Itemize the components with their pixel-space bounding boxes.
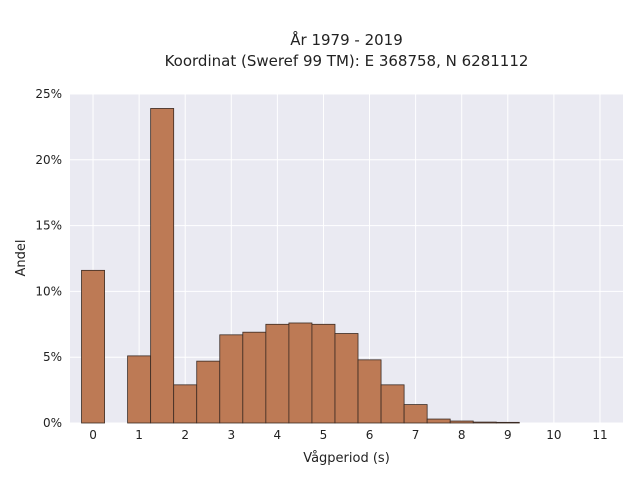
x-tick-label: 9 (504, 428, 512, 442)
bars-group (81, 108, 520, 424)
x-tick-label: 11 (592, 428, 607, 442)
x-tick-label: 1 (135, 428, 143, 442)
histogram-bar (495, 421, 520, 424)
histogram-bar (127, 355, 152, 424)
histogram-bar (150, 108, 175, 424)
x-tick-label: 4 (274, 428, 282, 442)
y-tick-label: 20% (35, 153, 62, 167)
histogram-bar (288, 322, 313, 424)
histogram-bar (242, 331, 267, 424)
histogram-bar (449, 420, 474, 424)
y-tick-label: 15% (35, 219, 62, 233)
histogram-bar (357, 359, 382, 424)
x-tick-label: 7 (412, 428, 420, 442)
x-tick-label: 5 (320, 428, 328, 442)
x-tick-labels: 0 1 2 3 4 5 6 7 8 9 10 11 (89, 428, 607, 442)
y-tick-label: 25% (35, 87, 62, 101)
histogram-bar (311, 323, 336, 424)
y-axis-label: Andel (14, 240, 29, 277)
x-tick-label: 8 (458, 428, 466, 442)
histogram-bar (403, 404, 428, 424)
histogram-bar (472, 421, 497, 424)
histogram-bar (334, 333, 359, 424)
y-tick-label: 5% (43, 350, 62, 364)
histogram-bar (173, 384, 198, 424)
x-tick-label: 10 (546, 428, 561, 442)
histogram-bar (265, 323, 290, 424)
chart-title-line2: Koordinat (Sweref 99 TM): E 368758, N 62… (165, 52, 529, 70)
x-tick-label: 3 (227, 428, 235, 442)
histogram-bar (196, 360, 221, 424)
chart-title-line1: År 1979 - 2019 (290, 30, 403, 49)
histogram-bar (81, 269, 105, 424)
x-tick-label: 2 (181, 428, 189, 442)
histogram-bar (380, 384, 405, 424)
x-tick-label: 0 (89, 428, 97, 442)
y-tick-labels: 0% 5% 10% 15% 20% 25% (35, 87, 62, 430)
y-tick-label: 0% (43, 416, 62, 430)
x-tick-label: 6 (366, 428, 374, 442)
y-tick-label: 10% (35, 284, 62, 298)
histogram-bar (426, 418, 451, 424)
x-axis-label: Vågperiod (s) (303, 451, 390, 466)
histogram-bar (219, 334, 244, 424)
